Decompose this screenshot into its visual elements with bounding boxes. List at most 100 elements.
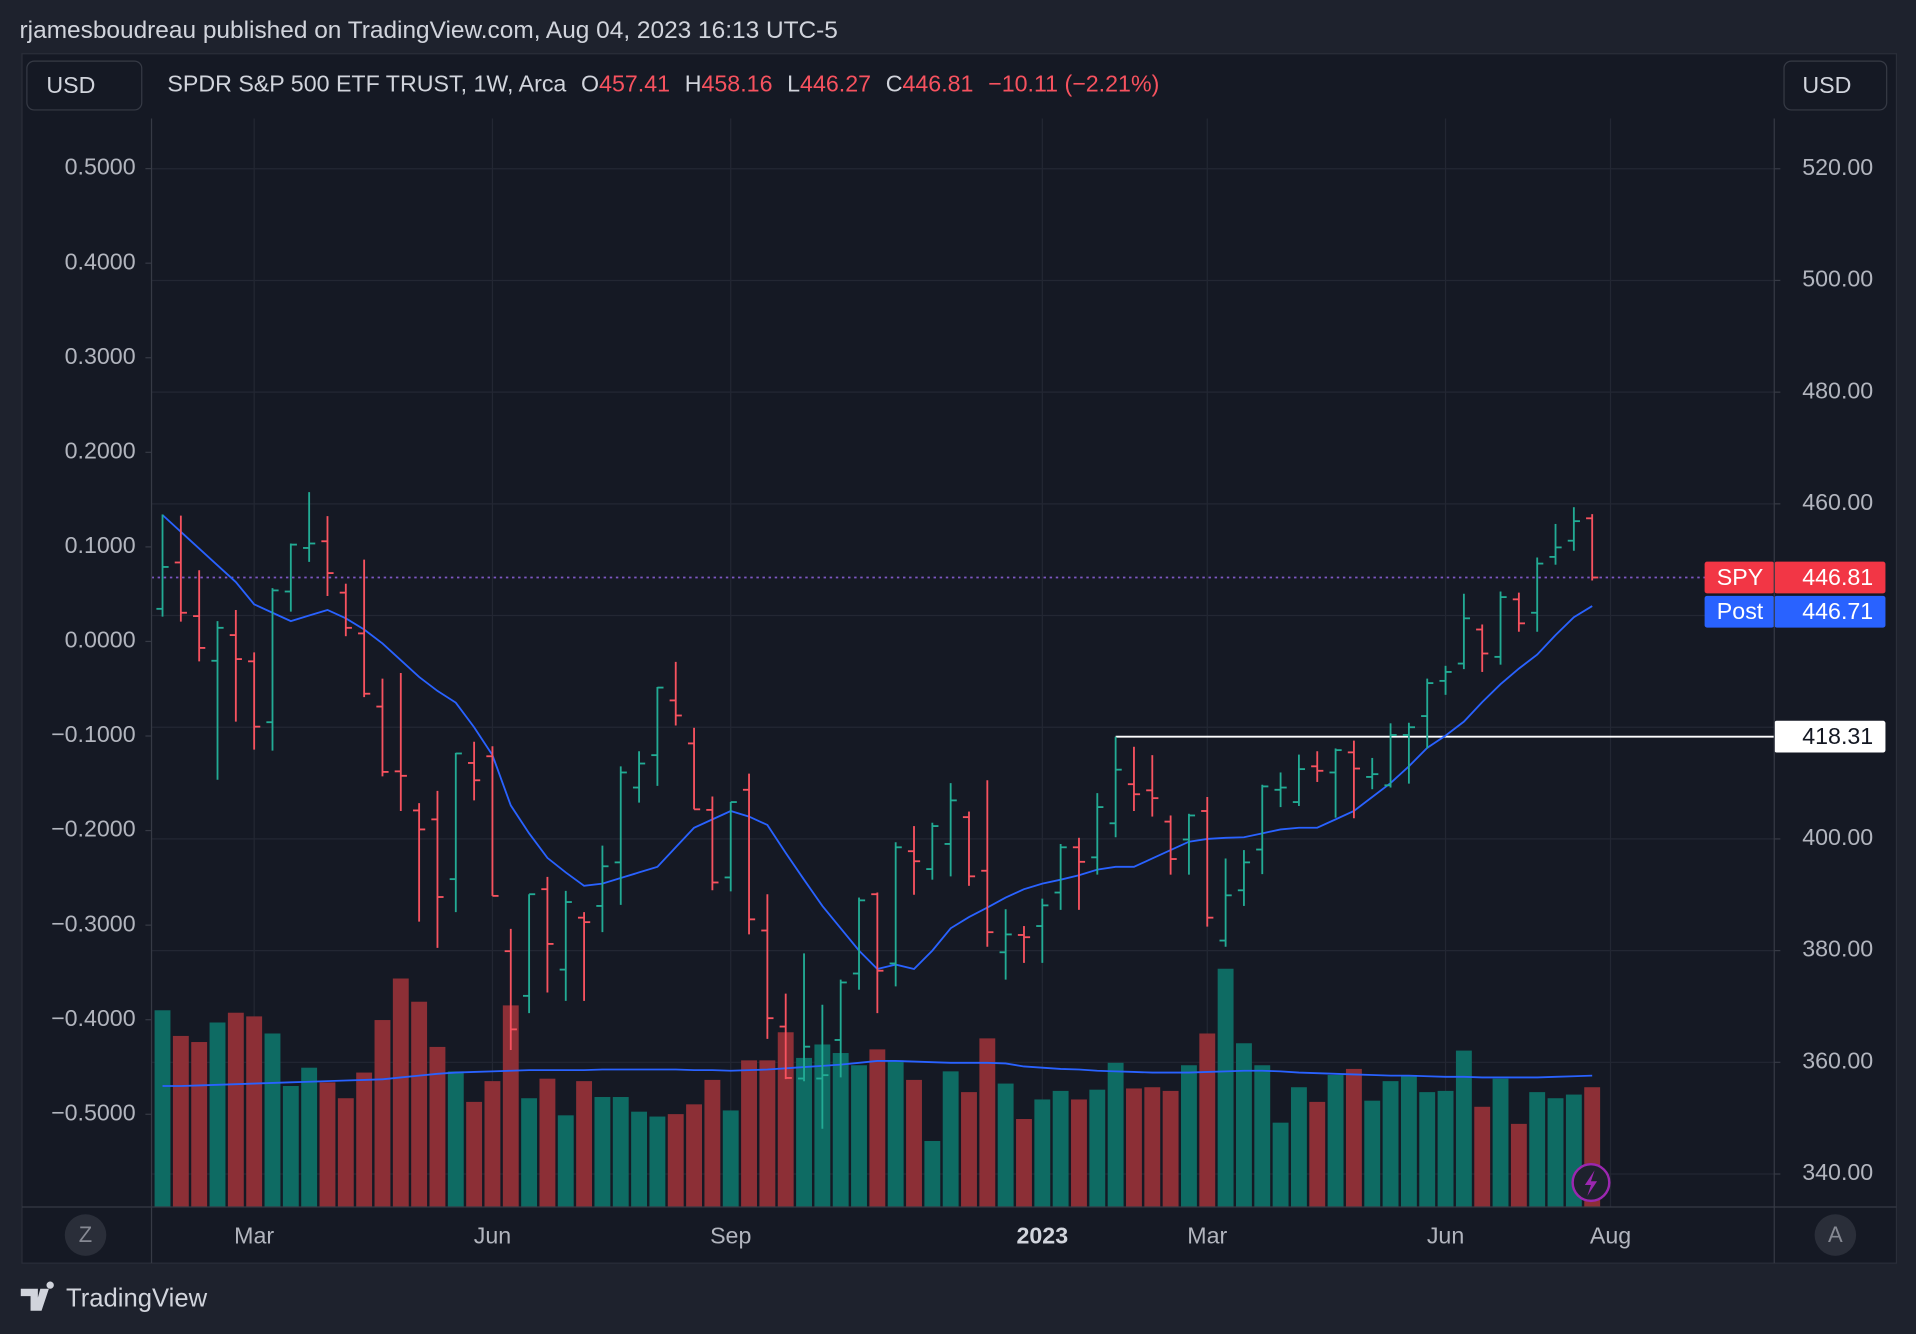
volume-bar (1272, 1122, 1289, 1207)
volume-bar (887, 1060, 904, 1207)
volume-bar (319, 1082, 336, 1207)
volume-bar (649, 1116, 666, 1207)
volume-bar (264, 1033, 281, 1207)
x-tick-label: Mar (1187, 1223, 1227, 1249)
volume-bar (1437, 1090, 1454, 1207)
volume-bar (1309, 1101, 1326, 1207)
legend-change: −10.11 (−2.21%) (988, 71, 1159, 97)
brand: TradingView (66, 1285, 208, 1313)
x-tick-label: Jun (1427, 1223, 1464, 1249)
y-tick-label: 460.00 (1802, 489, 1873, 515)
post-tag-label: 446.71 (1802, 598, 1873, 624)
currency-label: USD (1802, 72, 1851, 98)
legend-value: 446.27 (800, 71, 871, 97)
button-label: Z (79, 1222, 92, 1247)
volume-bar (374, 1020, 391, 1207)
volume-bar (704, 1079, 721, 1207)
volume-bar (1052, 1090, 1069, 1207)
volume-bar (1034, 1099, 1051, 1207)
volume-bar (961, 1092, 977, 1207)
volume-bar (191, 1042, 208, 1207)
y-tick-label: 380.00 (1802, 936, 1873, 962)
legend-field: O (581, 71, 599, 97)
volume-bar (924, 1140, 941, 1207)
left-tick-label: −0.1000 (51, 721, 136, 747)
y-tick-label: 520.00 (1802, 154, 1873, 180)
volume-bar (282, 1086, 299, 1207)
left-tick-label: 0.3000 (65, 343, 136, 369)
volume-bar (631, 1111, 648, 1207)
volume-bar (356, 1072, 373, 1207)
volume-bar (1547, 1098, 1564, 1207)
header: rjamesboudreau published on TradingView.… (20, 17, 838, 44)
volume-bar (1162, 1090, 1179, 1207)
volume-bar (1217, 968, 1234, 1207)
volume-bar (686, 1104, 703, 1207)
volume-bar (1126, 1088, 1142, 1207)
volume-bar (466, 1101, 483, 1207)
legend-name: SPDR S&P 500 ETF TRUST, 1W, Arca (167, 71, 566, 97)
volume-bar (832, 1053, 849, 1207)
volume-bar (1400, 1076, 1417, 1207)
volume-ma-line (162, 1060, 1593, 1087)
button-label: A (1828, 1222, 1843, 1247)
x-tick-label: Jun (474, 1223, 511, 1249)
volume-bar (594, 1097, 611, 1207)
lightning-glyph (1584, 1170, 1598, 1196)
volume-bar (942, 1071, 959, 1207)
volume-bar (227, 1012, 244, 1207)
y-tick-label: 360.00 (1802, 1047, 1873, 1073)
button[interactable] (64, 1214, 107, 1256)
volume-bar (1071, 1099, 1087, 1207)
volume-bar (447, 1071, 464, 1207)
last-tag-name: SPY (1717, 564, 1763, 590)
volume-bar (411, 1001, 428, 1207)
volume-bar (1144, 1087, 1161, 1207)
volume-bar (906, 1079, 922, 1207)
left-tick-label: 0.5000 (65, 154, 136, 180)
volume-bar (777, 1032, 794, 1207)
legend-value: 457.41 (599, 71, 670, 97)
x-tick-label: Aug (1590, 1223, 1631, 1249)
last-tag (1774, 561, 1886, 594)
post-tag-name-bg (1704, 595, 1775, 628)
left-tick-label: −0.3000 (51, 910, 136, 936)
legend-value: 446.81 (902, 71, 973, 97)
y-tick-label: 480.00 (1802, 377, 1873, 403)
volume-bar (1107, 1062, 1124, 1207)
volume-bar (851, 1065, 867, 1207)
volume-bar (667, 1114, 684, 1207)
volume-bar (172, 1035, 189, 1207)
button[interactable] (1814, 1214, 1857, 1256)
volume-bar (1474, 1106, 1491, 1207)
x-tick-label: Mar (234, 1223, 274, 1249)
volume-bar (209, 1022, 226, 1207)
x-tick-label: Sep (710, 1223, 751, 1249)
volume-bar (722, 1110, 739, 1207)
currency-button[interactable] (26, 60, 143, 111)
legend-field: H (685, 71, 702, 97)
plot: 520.00 500.00 480.00 460.00 400.00 380.00 360.… (51, 118, 1886, 1249)
volume-bar (1089, 1089, 1106, 1207)
volume-bar (502, 1005, 519, 1207)
volume-bar (429, 1046, 446, 1207)
volume-bar (1492, 1078, 1509, 1207)
left-tick-label: 0.2000 (65, 437, 136, 463)
currency-button[interactable] (1783, 60, 1888, 111)
volume-bar (392, 978, 409, 1207)
volume-bar (979, 1038, 996, 1207)
volume-bar (997, 1083, 1014, 1207)
volume-bar (1199, 1033, 1216, 1207)
left-tick-label: −0.5000 (51, 1099, 136, 1125)
volume-bar (1254, 1065, 1271, 1207)
volume-bar (337, 1098, 354, 1207)
legend: SPDR S&P 500 ETF TRUST, 1W, Arca O457.41 H… (167, 71, 1159, 97)
y-tick-label: 500.00 (1802, 266, 1873, 292)
volume-bar (246, 1016, 263, 1207)
left-tick-label: −0.2000 (51, 816, 136, 842)
volume-bar (869, 1049, 886, 1207)
last-tag-label: 446.81 (1802, 564, 1873, 590)
left-tick-label: 0.1000 (65, 532, 136, 558)
chart-frame (21, 53, 1898, 1264)
volume-bar (1455, 1050, 1472, 1207)
